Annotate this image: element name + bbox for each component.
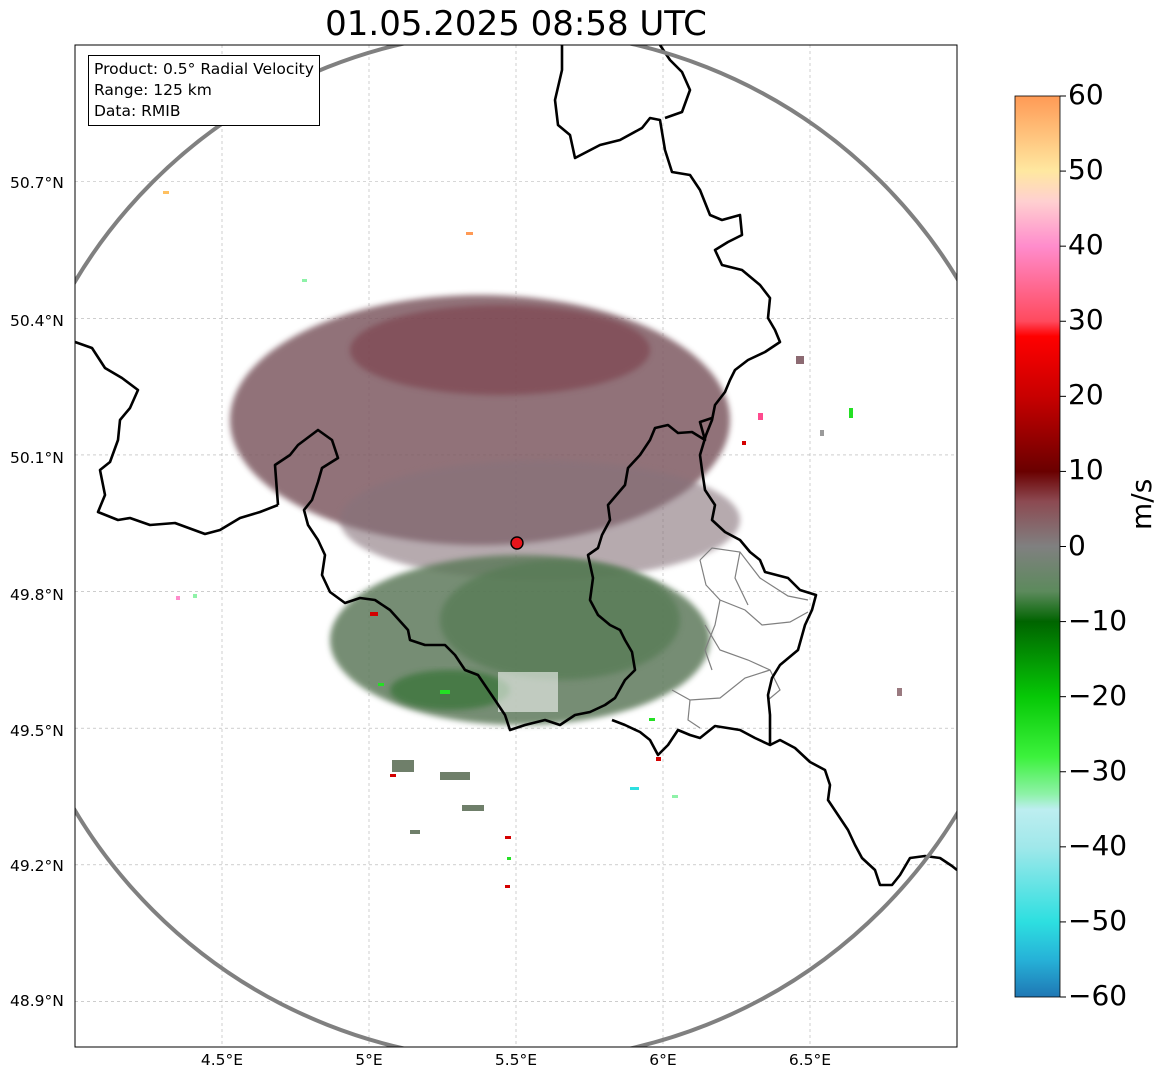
other-speckles — [163, 191, 902, 798]
colorbar-gradient — [1014, 95, 1061, 998]
chart-title: 01.05.2025 08:58 UTC — [325, 4, 707, 44]
subregion-borders — [671, 547, 809, 729]
map-frame — [74, 44, 958, 1048]
colorbar — [1014, 95, 1066, 998]
green-speckles — [378, 408, 853, 860]
colorbar-tick-label: −10 — [1068, 603, 1128, 637]
colorbar-tick-label: 10 — [1068, 453, 1104, 487]
lat-tick-label: 49.5°N — [10, 722, 64, 740]
colorbar-tick-label: −30 — [1068, 753, 1128, 787]
lat-tick-label: 49.8°N — [10, 586, 64, 604]
lon-tick-label: 5.5°E — [494, 1051, 538, 1069]
colorbar-tick-label: 0 — [1068, 528, 1086, 562]
info-data: Data: RMIB — [94, 102, 181, 120]
colorbar-tick-label: 40 — [1068, 228, 1104, 262]
velocity-echo-field — [163, 191, 902, 888]
lat-tick-label: 49.2°N — [10, 857, 64, 875]
border-east-2 — [769, 738, 957, 887]
lat-tick-label: 50.1°N — [10, 449, 64, 467]
red-speckles — [370, 441, 746, 888]
lat-tick-label: 48.9°N — [10, 992, 64, 1010]
colorbar-tick-label: 60 — [1068, 78, 1104, 111]
country-borders — [75, 45, 957, 887]
info-product: Product: 0.5° Radial Velocity — [94, 60, 314, 78]
lon-tick-label: 6.5°E — [788, 1051, 832, 1069]
colorbar-unit-label: m/s — [1125, 478, 1158, 530]
lon-tick-label: 4.5°E — [200, 1051, 244, 1069]
colorbar-ticks — [1060, 95, 1066, 998]
scattered-echoes — [392, 760, 484, 834]
colorbar-tick-label: 30 — [1068, 303, 1104, 337]
lat-tick-label: 50.7°N — [10, 174, 64, 192]
lat-tick-label: 50.4°N — [10, 312, 64, 330]
product-info-box: Product: 0.5° Radial Velocity Range: 125… — [88, 55, 320, 126]
border-luxembourg — [273, 416, 713, 732]
lon-tick-label: 5°E — [355, 1051, 383, 1069]
radar-site-marker[interactable] — [510, 536, 524, 550]
colorbar-tick-label: −50 — [1068, 903, 1128, 937]
border-north-west — [75, 340, 279, 536]
colorbar-tick-label: −20 — [1068, 678, 1128, 712]
map-panel[interactable] — [2, 31, 1032, 1061]
colorbar-tick-label: 50 — [1068, 153, 1104, 187]
colorbar-tick-label: −40 — [1068, 828, 1128, 862]
info-range: Range: 125 km — [94, 81, 212, 99]
colorbar-tick-label: −60 — [1068, 979, 1128, 1012]
border-east — [553, 45, 818, 757]
colorbar-tick-label: 20 — [1068, 378, 1104, 412]
border-north-east — [658, 45, 692, 120]
lon-tick-label: 6°E — [649, 1051, 677, 1069]
